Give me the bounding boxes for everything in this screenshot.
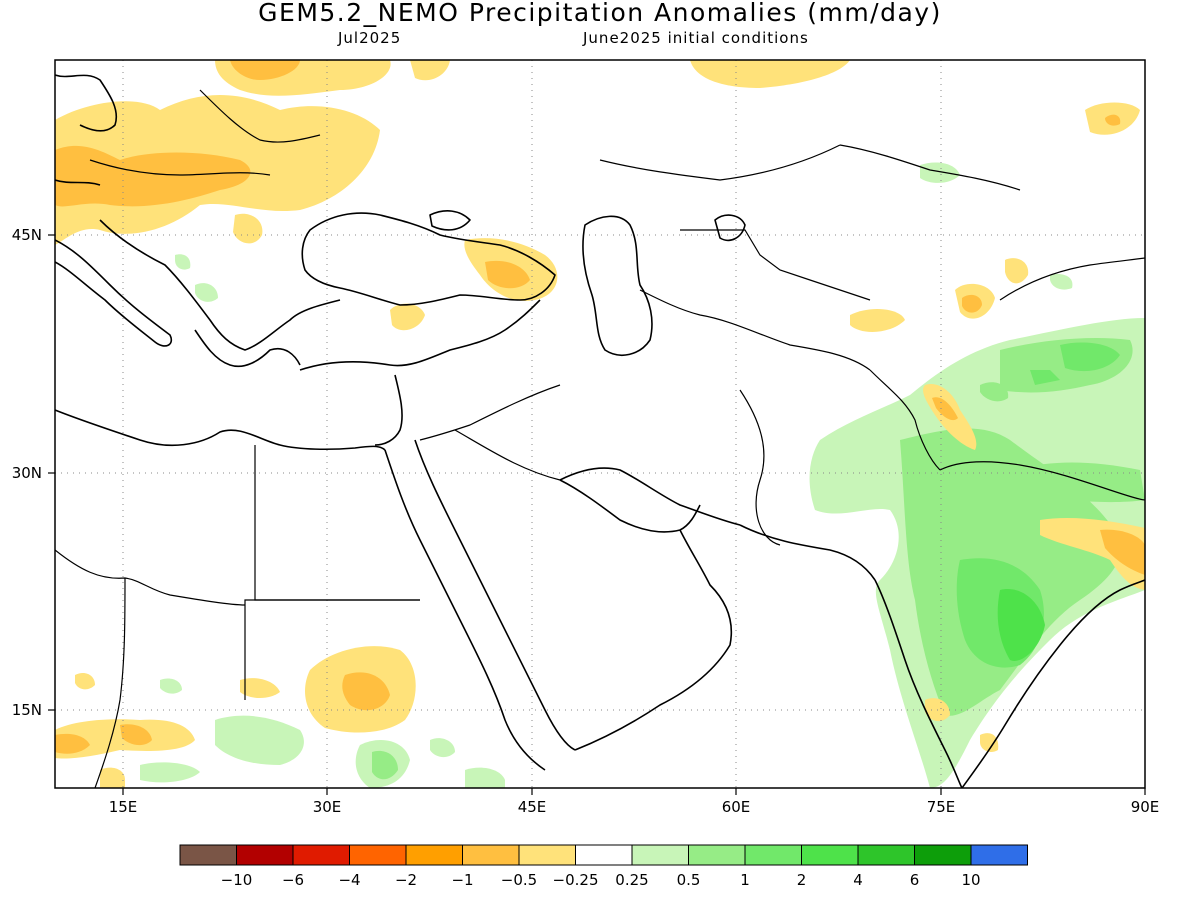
colorbar-label: −10 — [221, 871, 253, 889]
colorbar-swatch — [970, 844, 1028, 866]
lat-tick-label: 15N — [12, 701, 42, 719]
lon-tick-labels: 15E 30E 45E 60E 75E 90E — [109, 798, 1160, 816]
colorbar-swatch — [631, 844, 689, 866]
colorbar: −10 −6 −4 −2 −1 −0.5 −0.25 0.25 0.5 1 2 4 6 10 — [179, 844, 1028, 889]
colorbar-swatch — [518, 844, 576, 866]
country-borders — [55, 89, 1145, 788]
colorbar-swatch — [744, 844, 802, 866]
india-east-coast — [961, 579, 1145, 788]
initial-conditions: June2025 initial conditions — [583, 29, 809, 47]
colorbar-swatch — [914, 844, 972, 866]
colorbar-swatch — [857, 844, 915, 866]
caspian-sea — [582, 215, 653, 356]
lon-tick-label: 15E — [109, 798, 138, 816]
red-sea-east — [414, 439, 576, 751]
colorbar-label: 0.25 — [615, 871, 648, 889]
lat-tick-labels: 45N 30N 15N — [12, 226, 42, 719]
arabia-coast — [574, 529, 733, 751]
colorbar-swatch — [236, 844, 294, 866]
lon-tick-label: 45E — [518, 798, 547, 816]
black-sea-coast — [301, 212, 556, 306]
lat-tick-label: 30N — [12, 464, 42, 482]
colorbar-swatch — [688, 844, 746, 866]
colorbar-swatch — [405, 844, 463, 866]
colorbar-label: −0.25 — [553, 871, 599, 889]
colorbar-label: 6 — [910, 871, 920, 889]
colorbar-label: 1 — [740, 871, 750, 889]
red-sea-west — [384, 449, 546, 771]
africa-north-coast — [55, 409, 386, 451]
balkan-coast — [99, 219, 341, 351]
coastlines-and-borders — [55, 74, 1145, 788]
italy-coast — [55, 239, 173, 347]
colorbar-swatch — [462, 844, 520, 866]
map-title: GEM5.2_NEMO Precipitation Anomalies (mm/… — [258, 0, 942, 27]
india-west-coast — [874, 579, 963, 788]
colorbar-label: −4 — [338, 871, 360, 889]
europe-dry-core — [55, 145, 251, 207]
lon-tick-label: 90E — [1131, 798, 1160, 816]
persian-gulf-north — [559, 467, 741, 526]
colorbar-label: 10 — [961, 871, 980, 889]
colorbar-label: −1 — [451, 871, 473, 889]
pakistan-coast — [739, 524, 876, 581]
colorbar-swatch — [349, 844, 407, 866]
levant-coast — [374, 374, 403, 446]
lon-tick-label: 60E — [722, 798, 751, 816]
colorbar-swatch — [179, 844, 237, 866]
gulf-coast — [559, 479, 701, 533]
colorbar-swatch — [575, 844, 633, 866]
anomaly-shading — [55, 60, 1145, 788]
colorbar-swatch — [292, 844, 350, 866]
aral-sea — [714, 214, 746, 242]
colorbar-swatch — [801, 844, 859, 866]
colorbar-label: 4 — [853, 871, 863, 889]
tick-marks — [48, 234, 1146, 795]
map-frame — [54, 59, 1146, 789]
greece-coast — [194, 329, 301, 368]
forecast-month: Jul2025 — [338, 29, 402, 47]
colorbar-label: −6 — [282, 871, 304, 889]
colorbar-label: 2 — [797, 871, 807, 889]
turkey-coast — [299, 299, 541, 371]
azov-sea — [429, 210, 471, 231]
lon-tick-label: 75E — [927, 798, 956, 816]
colorbar-label: −2 — [395, 871, 417, 889]
lon-tick-label: 30E — [313, 798, 342, 816]
colorbar-label: 0.5 — [677, 871, 701, 889]
lat-tick-label: 45N — [12, 226, 42, 244]
colorbar-label: −0.5 — [501, 871, 537, 889]
